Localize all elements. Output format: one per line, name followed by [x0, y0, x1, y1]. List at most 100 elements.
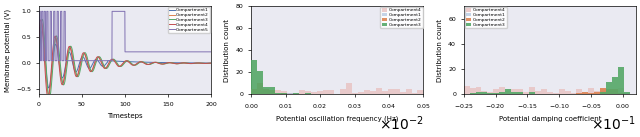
Bar	[310, 92, 317, 94]
Bar	[618, 88, 624, 94]
Compartment2	[207, 62, 215, 64]
Bar	[252, 90, 257, 94]
Bar	[275, 90, 281, 94]
Compartment5	[35, 60, 43, 62]
Compartment1	[38, 30, 46, 32]
Bar	[481, 91, 488, 94]
X-axis label: Timesteps: Timesteps	[107, 113, 143, 119]
Bar	[624, 93, 630, 94]
Bar	[559, 89, 564, 94]
Compartment5	[111, 11, 118, 12]
Line: Compartment2: Compartment2	[39, 23, 211, 95]
Bar	[493, 89, 499, 94]
Bar	[606, 93, 612, 94]
Y-axis label: Membrane potential (V): Membrane potential (V)	[4, 9, 11, 92]
Bar	[493, 93, 499, 94]
Bar	[399, 92, 406, 94]
Compartment2	[35, 49, 43, 51]
Compartment1	[53, 46, 61, 48]
Compartment4	[170, 63, 177, 64]
Bar	[470, 88, 476, 94]
Bar	[505, 89, 511, 94]
Bar	[394, 89, 399, 94]
Bar	[328, 90, 334, 94]
Compartment3	[53, 35, 61, 37]
Bar	[523, 92, 529, 94]
Compartment3	[45, 97, 53, 99]
Bar	[376, 88, 382, 94]
Compartment5	[105, 60, 113, 62]
Bar	[618, 93, 624, 94]
Compartment2	[173, 63, 180, 65]
Compartment4	[37, 19, 45, 21]
Bar	[293, 93, 299, 94]
Compartment5	[154, 51, 161, 53]
Bar	[299, 90, 305, 94]
Bar	[293, 93, 299, 94]
Bar	[600, 88, 606, 94]
Bar	[488, 93, 493, 94]
Bar	[287, 93, 293, 94]
Compartment5	[52, 60, 60, 62]
Bar	[600, 92, 606, 94]
Bar	[606, 82, 612, 94]
Bar	[417, 90, 424, 94]
Bar	[588, 88, 595, 94]
Compartment5	[207, 51, 215, 53]
Bar	[606, 89, 612, 94]
Compartment1	[35, 62, 43, 64]
Compartment2	[45, 94, 52, 96]
Bar	[618, 93, 624, 94]
Bar	[577, 93, 582, 94]
Bar	[323, 90, 328, 94]
Bar	[600, 91, 606, 94]
Bar	[612, 89, 618, 94]
Compartment3	[154, 62, 161, 63]
Compartment1	[207, 62, 215, 64]
Bar	[275, 93, 281, 94]
Bar	[476, 87, 481, 94]
Bar	[476, 92, 481, 94]
Bar	[570, 93, 577, 94]
Bar	[488, 92, 493, 94]
Bar	[612, 89, 618, 94]
Bar	[257, 83, 263, 94]
Bar	[412, 93, 417, 94]
Bar	[305, 91, 310, 94]
Bar	[511, 92, 517, 94]
Compartment1	[170, 62, 177, 64]
Bar	[370, 91, 376, 94]
Bar	[352, 93, 358, 94]
Compartment1	[45, 87, 52, 89]
Y-axis label: Distribution count: Distribution count	[436, 19, 443, 82]
Compartment5	[35, 11, 43, 12]
Bar	[577, 89, 582, 94]
Bar	[257, 92, 263, 94]
Line: Compartment4: Compartment4	[39, 20, 211, 98]
Compartment5	[170, 51, 177, 53]
Compartment1	[111, 60, 119, 62]
Bar	[481, 92, 488, 94]
Bar	[382, 91, 388, 94]
Compartment1	[105, 60, 113, 62]
Bar	[464, 86, 470, 94]
Compartment3	[170, 62, 177, 64]
Compartment3	[38, 18, 46, 20]
Bar	[535, 91, 541, 94]
Bar	[269, 87, 275, 94]
Bar	[346, 83, 352, 94]
Bar	[317, 91, 323, 94]
Bar	[529, 92, 535, 94]
Compartment2	[105, 63, 113, 65]
Bar	[624, 92, 630, 94]
Bar	[364, 90, 370, 94]
Compartment2	[38, 22, 45, 24]
Bar	[612, 77, 618, 94]
Bar	[612, 91, 618, 94]
Bar	[305, 93, 310, 94]
Compartment4	[173, 63, 180, 65]
Bar	[281, 93, 287, 94]
Bar	[263, 89, 269, 94]
Bar	[595, 91, 600, 94]
Bar	[257, 92, 263, 94]
